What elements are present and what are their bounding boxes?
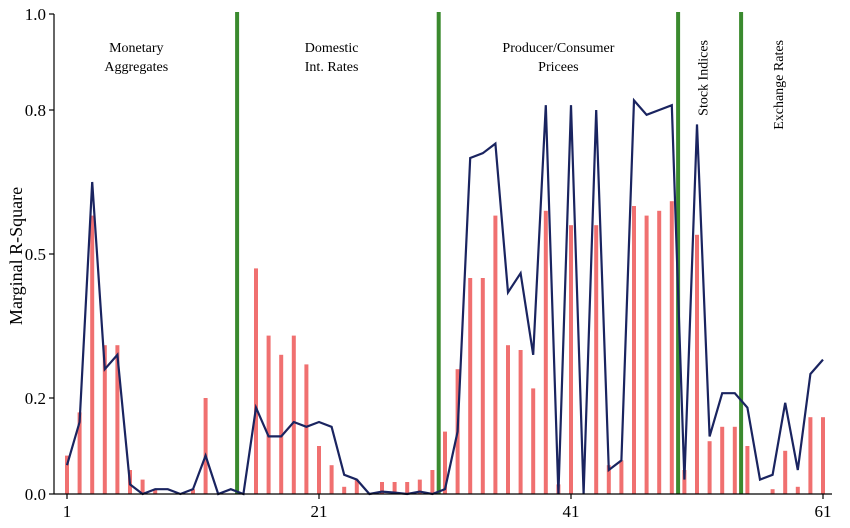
- bar: [808, 417, 813, 494]
- bar: [65, 455, 69, 494]
- group-label: Stock Indices: [696, 40, 711, 116]
- bar: [115, 345, 120, 494]
- bar: [443, 431, 447, 494]
- bar: [405, 482, 410, 494]
- x-tick-label: 21: [311, 502, 328, 521]
- bar: [644, 215, 649, 494]
- bar: [569, 225, 573, 494]
- bar: [191, 489, 195, 494]
- bar: [102, 345, 107, 494]
- bar: [203, 398, 208, 494]
- bar: [531, 388, 536, 494]
- y-tick-label: 0.0: [25, 485, 46, 504]
- bar-series: [65, 201, 825, 495]
- bar: [279, 354, 284, 494]
- group-label: Producer/Consumer: [502, 41, 614, 56]
- y-tick-label: 0.5: [25, 245, 46, 264]
- bar: [254, 268, 258, 494]
- bar: [821, 417, 825, 494]
- bar: [430, 470, 435, 494]
- bar: [140, 479, 145, 494]
- line-path: [65, 97, 824, 496]
- group-dividers: [235, 12, 744, 494]
- bar: [266, 335, 271, 494]
- bar: [543, 210, 548, 495]
- group-label: Pricees: [538, 60, 578, 75]
- bar: [354, 479, 359, 494]
- bar: [732, 426, 737, 494]
- group-label: Exchange Rates: [772, 40, 787, 130]
- group-label: Domestic: [305, 41, 359, 56]
- line-series: [65, 97, 824, 496]
- bar: [669, 201, 674, 494]
- y-tick-label: 0.2: [25, 389, 46, 408]
- bar: [153, 489, 158, 494]
- bar: [417, 479, 422, 494]
- group-labels: Monetary Aggregates Domestic Int. Rates Prod…: [104, 40, 786, 130]
- bar: [720, 426, 725, 494]
- y-tick-label: 0.8: [25, 101, 46, 120]
- bar: [695, 234, 699, 495]
- x-tick-label: 1: [63, 502, 72, 521]
- bar: [392, 482, 397, 494]
- y-axis-title: Marginal R-Square: [6, 187, 26, 325]
- bar: [506, 345, 510, 494]
- bar: [770, 489, 775, 494]
- bar: [745, 446, 750, 494]
- bar: [291, 335, 296, 494]
- group-label: Int. Rates: [305, 60, 359, 75]
- bar: [518, 350, 523, 494]
- axes: 0.0 0.2 0.5 0.8 1.0 1 21 41 61: [25, 5, 832, 521]
- bar: [480, 278, 485, 494]
- bar: [468, 278, 473, 494]
- y-tick-label: 1.0: [25, 5, 46, 24]
- bar: [657, 210, 662, 495]
- x-tick-label: 61: [815, 502, 832, 521]
- bar: [795, 486, 800, 494]
- bar: [493, 215, 498, 494]
- bar: [329, 465, 334, 494]
- bar: [90, 215, 95, 494]
- bar: [783, 450, 788, 494]
- bar: [606, 465, 611, 494]
- x-tick-label: 41: [563, 502, 580, 521]
- group-label: Monetary: [109, 41, 163, 56]
- bar: [632, 206, 636, 494]
- bar: [304, 364, 309, 494]
- bar: [619, 460, 624, 494]
- bar: [342, 486, 347, 494]
- bar: [707, 441, 712, 494]
- bar: [317, 446, 321, 494]
- bar: [380, 482, 384, 494]
- bar: [594, 225, 599, 494]
- bar: [77, 412, 82, 494]
- group-label: Aggregates: [104, 60, 168, 75]
- bar: [682, 470, 687, 494]
